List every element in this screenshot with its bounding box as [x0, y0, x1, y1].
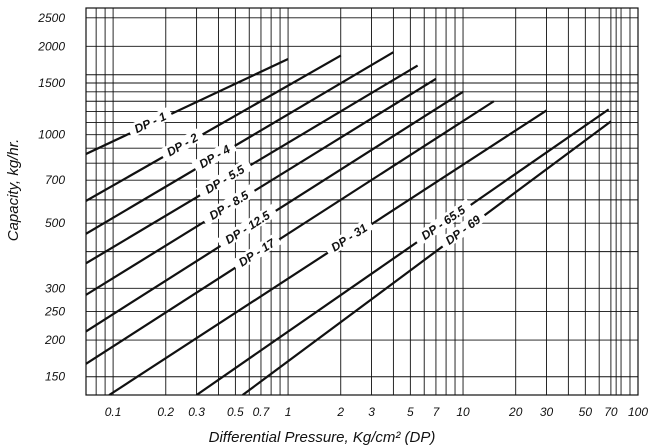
x-tick-label: 70	[604, 405, 618, 419]
series-line	[195, 108, 610, 395]
y-tick-label: 1000	[38, 128, 65, 142]
y-tick-label: 500	[45, 216, 65, 230]
series-line	[86, 51, 394, 235]
x-tick-labels: 0.1 0.2 0.3 0.5 0.7 1 2 3 5 7 10 20 30 50 70 100	[105, 405, 649, 419]
series-label-bg	[323, 217, 375, 257]
series-label: DP - 17	[236, 235, 279, 269]
series-label-bg	[195, 158, 254, 200]
y-axis-title: Capacity, kg/hr.	[5, 139, 22, 242]
x-tick-label: 100	[628, 405, 648, 419]
x-tick-label: 10	[456, 405, 470, 419]
x-tick-label: 0.1	[105, 405, 122, 419]
series-line	[86, 77, 437, 296]
x-tick-label: 50	[579, 405, 593, 419]
series-label: DP - 31	[328, 221, 370, 255]
x-tick-label: 3	[368, 405, 375, 419]
x-tick-label: 0.2	[157, 405, 174, 419]
series-label-bg	[437, 208, 488, 251]
plot-frame	[85, 7, 639, 396]
y-tick-label: 2000	[37, 39, 65, 53]
series-label-bg	[231, 232, 282, 272]
y-tick-label: 700	[45, 173, 65, 187]
x-axis-title: Differential Pressure, Kg/cm² (DP)	[209, 429, 436, 446]
series-line	[86, 64, 419, 265]
series-line	[86, 54, 342, 202]
x-tick-label: 0.3	[188, 405, 205, 419]
series-label: DP - 1	[132, 109, 169, 136]
grid	[85, 7, 639, 396]
series-label-bg	[216, 204, 279, 251]
x-tick-label: 0.5	[227, 405, 244, 419]
series-label-bg	[200, 184, 258, 226]
y-tick-label: 150	[45, 370, 65, 384]
x-tick-label: 1	[285, 405, 292, 419]
series-label-bg	[126, 106, 174, 138]
series-label: DP - 4	[197, 142, 233, 171]
y-tick-labels: 150 200 250 300 500 700 1000 1500 2000 2500	[37, 11, 65, 384]
y-tick-label: 300	[45, 281, 65, 295]
series-line	[241, 120, 612, 395]
x-tick-label: 20	[508, 405, 523, 419]
series-label-bg	[191, 139, 238, 174]
y-tick-label: 1500	[38, 76, 65, 90]
series-label-bg	[412, 198, 474, 247]
series-line	[86, 100, 495, 365]
x-tick-label: 30	[540, 405, 554, 419]
y-tick-label: 2500	[37, 11, 65, 25]
series-line	[86, 58, 289, 155]
x-tick-label: 0.7	[253, 405, 271, 419]
x-tick-label: 5	[407, 405, 414, 419]
y-tick-label: 200	[44, 333, 65, 347]
y-tick-label: 250	[44, 305, 65, 319]
x-tick-label: 7	[433, 405, 441, 419]
x-tick-label: 2	[336, 405, 344, 419]
series-label-bg	[159, 127, 206, 162]
